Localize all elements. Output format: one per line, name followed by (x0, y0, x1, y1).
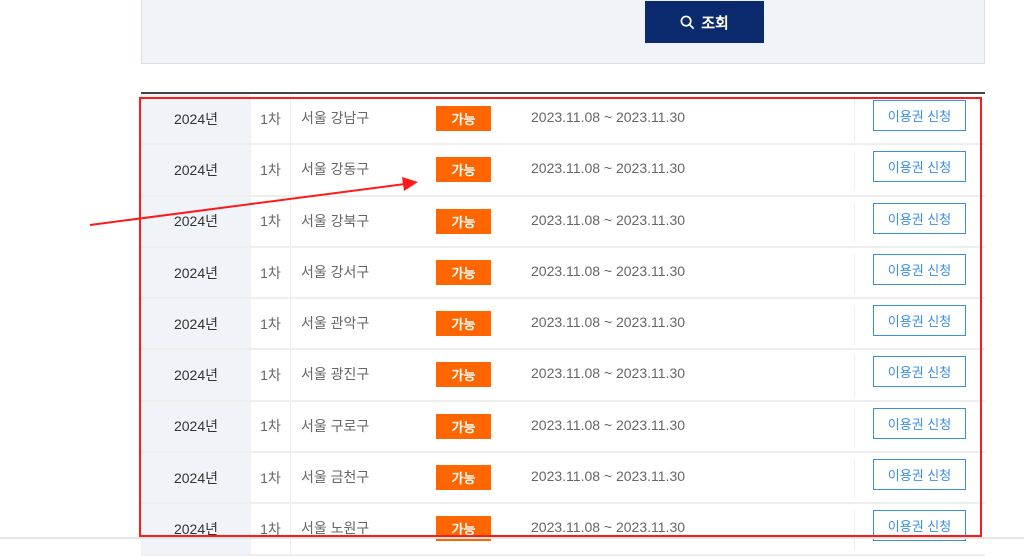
status-badge: 가능 (436, 259, 491, 285)
year-cell: 2024년 (141, 401, 251, 452)
table-top-border (141, 92, 985, 94)
region-cell: 서울 노원구 (301, 520, 370, 537)
year-cell: 2024년 (141, 94, 251, 144)
table-row: 2024년 1차 서울 강북구 가능 2023.11.08 ~ 2023.11.30 이용… (141, 196, 985, 248)
apply-voucher-button[interactable]: 이용권 신청 (873, 305, 966, 337)
search-icon (680, 15, 695, 29)
column-divider (854, 151, 855, 192)
table-row: 2024년 1차 서울 강서구 가능 2023.11.08 ~ 2023.11.30 이용… (141, 247, 985, 300)
table-row: 2024년 1차 서울 금천구 가능 2023.11.08 ~ 2023.11.30 이용… (141, 453, 985, 505)
status-badge: 가능 (436, 311, 491, 337)
horizontal-scrollbar[interactable] (0, 537, 1024, 539)
search-panel: 조회 (141, 0, 985, 64)
year-cell: 2024년 (141, 196, 251, 246)
period-cell: 2023.11.08 ~ 2023.11.30 (531, 211, 686, 228)
column-divider (854, 202, 855, 243)
period-cell: 2023.11.08 ~ 2023.11.30 (531, 519, 686, 536)
region-cell: 서울 강북구 (301, 212, 370, 229)
apply-voucher-button[interactable]: 이용권 신청 (873, 356, 966, 388)
year-cell: 2024년 (141, 247, 251, 298)
round-cell: 1차 (251, 504, 291, 554)
table-row: 2024년 1차 서울 구로구 가능 2023.11.08 ~ 2023.11.30 이용… (141, 401, 985, 454)
period-cell: 2023.11.08 ~ 2023.11.30 (531, 160, 686, 177)
region-cell: 서울 구로구 (301, 417, 370, 434)
round-cell: 1차 (251, 196, 291, 246)
period-cell: 2023.11.08 ~ 2023.11.30 (531, 365, 686, 382)
voucher-table: 2024년 1차 서울 강남구 가능 2023.11.08 ~ 2023.11.30 이용… (141, 94, 985, 556)
table-row: 2024년 1차 서울 광진구 가능 2023.11.08 ~ 2023.11.30 이용… (141, 350, 985, 402)
column-divider (854, 510, 855, 551)
region-cell: 서울 금천구 (301, 469, 370, 486)
round-cell: 1차 (251, 247, 291, 298)
region-cell: 서울 광진구 (301, 366, 370, 383)
column-divider (854, 459, 855, 500)
column-divider (854, 253, 855, 294)
apply-voucher-button[interactable]: 이용권 신청 (873, 100, 966, 131)
period-cell: 2023.11.08 ~ 2023.11.30 (531, 109, 686, 125)
round-cell: 1차 (251, 94, 291, 144)
period-cell: 2023.11.08 ~ 2023.11.30 (531, 468, 686, 485)
apply-voucher-button[interactable]: 이용권 신청 (873, 407, 966, 439)
search-button[interactable]: 조회 (645, 1, 764, 43)
region-cell: 서울 강서구 (301, 263, 370, 280)
status-badge: 가능 (436, 413, 491, 439)
apply-voucher-button[interactable]: 이용권 신청 (873, 202, 966, 234)
round-cell: 1차 (251, 299, 291, 349)
year-cell: 2024년 (141, 299, 251, 349)
round-cell: 1차 (251, 350, 291, 400)
round-cell: 1차 (251, 401, 291, 452)
year-cell: 2024년 (141, 350, 251, 400)
region-cell: 서울 강남구 (301, 110, 370, 126)
column-divider (854, 100, 855, 140)
apply-voucher-button[interactable]: 이용권 신청 (873, 459, 966, 491)
period-cell: 2023.11.08 ~ 2023.11.30 (531, 416, 686, 433)
status-badge: 가능 (436, 208, 491, 234)
round-cell: 1차 (251, 145, 291, 195)
period-cell: 2023.11.08 ~ 2023.11.30 (531, 262, 686, 279)
status-badge: 가능 (436, 465, 491, 491)
column-divider (854, 407, 855, 448)
column-divider (854, 356, 855, 397)
year-cell: 2024년 (141, 145, 251, 195)
column-divider (854, 305, 855, 346)
status-badge: 가능 (436, 157, 491, 183)
year-cell: 2024년 (141, 453, 251, 503)
period-cell: 2023.11.08 ~ 2023.11.30 (531, 314, 686, 331)
annotation-arrow-icon (89, 177, 418, 226)
region-cell: 서울 강동구 (301, 161, 370, 178)
table-row: 2024년 1차 서울 강동구 가능 2023.11.08 ~ 2023.11.30 이용… (141, 145, 985, 197)
table-row: 2024년 1차 서울 관악구 가능 2023.11.08 ~ 2023.11.30 이용… (141, 299, 985, 351)
region-cell: 서울 관악구 (301, 315, 370, 332)
search-button-label: 조회 (701, 14, 729, 32)
round-cell: 1차 (251, 453, 291, 503)
apply-voucher-button[interactable]: 이용권 신청 (873, 151, 966, 183)
table-row: 2024년 1차 서울 강남구 가능 2023.11.08 ~ 2023.11.30 이용… (141, 94, 985, 146)
apply-voucher-button[interactable]: 이용권 신청 (873, 253, 966, 285)
status-badge: 가능 (436, 106, 491, 131)
status-badge: 가능 (436, 362, 491, 388)
